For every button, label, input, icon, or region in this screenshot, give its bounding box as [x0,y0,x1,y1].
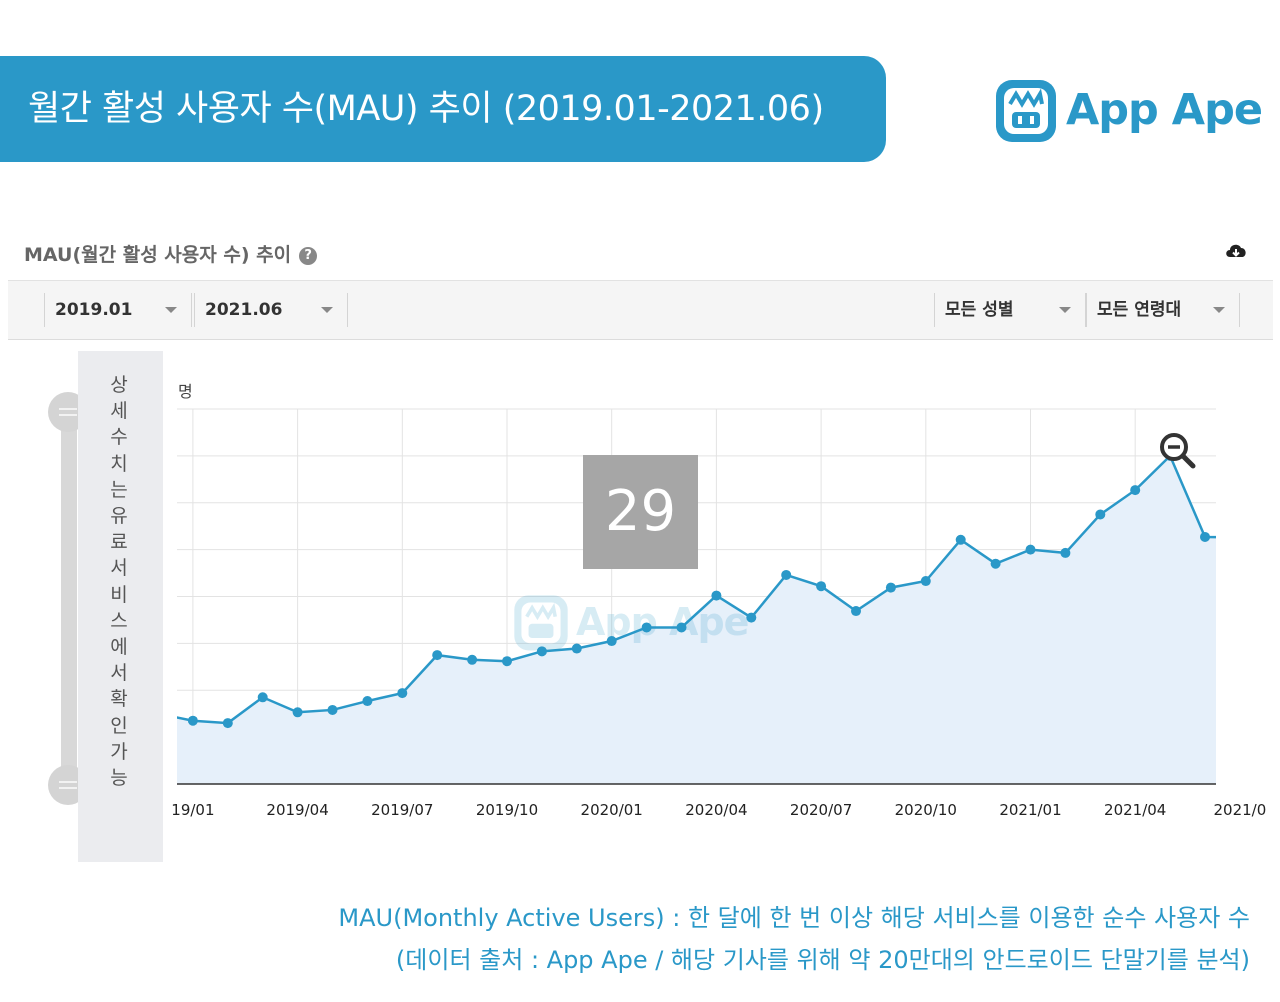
value-tooltip: 29 [583,455,698,569]
data-point[interactable] [641,622,652,633]
data-point[interactable] [536,646,547,657]
logo-text: App Ape [1066,85,1263,135]
series-line [177,453,1216,725]
series-area [177,455,1216,784]
x-tick-label: 2020/10 [895,801,957,819]
zoom-out-icon[interactable] [1160,433,1196,469]
data-point[interactable] [397,688,408,699]
plot-area [177,450,1216,784]
data-point[interactable] [711,590,722,601]
start-date-select[interactable]: 2019.01 [44,293,192,327]
age-select[interactable]: 모든 연령대 [1086,293,1240,327]
x-tick-label: 2020/04 [685,801,747,819]
data-point[interactable] [362,696,373,707]
ape-face-icon [996,80,1056,142]
watermark-text: App Ape [576,600,749,644]
x-tick-label: 2019/10 [476,801,538,819]
x-tick-label: 2020/01 [581,801,643,819]
x-tick-label: 2021/0 [1214,801,1267,819]
data-point[interactable] [606,636,617,647]
data-point[interactable] [571,643,582,654]
chevron-down-icon [321,307,333,313]
chevron-down-icon [1059,307,1071,313]
data-point[interactable] [816,581,827,592]
data-point[interactable] [1095,509,1106,520]
help-icon[interactable]: ? [299,247,318,265]
chart-watermark: App Ape [512,590,749,654]
gender-value: 모든 성별 [945,300,1014,320]
app-ape-logo: App Ape [994,74,1263,146]
range-slider-track[interactable] [61,410,77,786]
footnote-definition: MAU(Monthly Active Users) : 한 달에 한 번 이상 … [338,904,1250,932]
page-title: 월간 활성 사용자 수(MAU) 추이 (2019.01-2021.06) [28,89,824,129]
x-tick-label: 19/01 [171,801,214,819]
data-point[interactable] [990,558,1001,569]
x-tick-label: 2021/04 [1104,801,1166,819]
data-point[interactable] [1060,547,1071,558]
x-tick-label: 2020/07 [790,801,852,819]
data-point[interactable] [292,707,303,718]
filter-bar: 2019.01 2021.06 모든 성별 모든 연령대 [8,280,1273,340]
end-date-select[interactable]: 2021.06 [194,293,348,327]
gender-select[interactable]: 모든 성별 [934,293,1086,327]
chevron-down-icon [165,307,177,313]
data-point[interactable] [467,654,478,665]
data-point[interactable] [920,576,931,587]
paid-service-overlay [78,351,163,862]
ape-face-icon [514,595,568,651]
chart-panel-title: MAU(월간 활성 사용자 수) 추이? [24,240,318,267]
x-tick-label: 2019/07 [371,801,433,819]
data-point[interactable] [1130,485,1141,496]
data-point[interactable] [327,704,338,715]
data-point[interactable] [781,569,792,580]
data-point[interactable] [432,650,443,661]
data-point[interactable] [502,656,512,667]
chevron-down-icon [1213,307,1225,313]
data-point[interactable] [257,692,268,703]
cloud-download-icon[interactable] [1224,240,1248,262]
data-point[interactable] [1025,544,1036,555]
y-unit-label: 명 [178,382,193,401]
chart-title: MAU(월간 활성 사용자 수) 추이 [24,244,292,266]
paid-service-note: 상세수치는 유료서비스에서 확인가능 [110,374,128,790]
data-point[interactable] [851,606,861,617]
data-point[interactable] [1200,531,1210,542]
start-date-value: 2019.01 [55,300,133,320]
x-tick-label: 2019/04 [266,801,328,819]
end-date-value: 2021.06 [205,300,283,320]
age-value: 모든 연령대 [1097,300,1182,320]
x-tick-label: 2021/01 [999,801,1061,819]
data-point[interactable] [676,622,687,633]
data-point[interactable] [746,612,757,623]
data-point[interactable] [222,718,233,729]
data-point[interactable] [187,715,198,726]
data-point[interactable] [955,534,966,545]
footnote-source: (데이터 출처 : App Ape / 해당 기사를 위해 약 20만대의 안드… [395,946,1250,974]
title-banner: 월간 활성 사용자 수(MAU) 추이 (2019.01-2021.06) [0,56,886,162]
data-point[interactable] [885,582,896,593]
